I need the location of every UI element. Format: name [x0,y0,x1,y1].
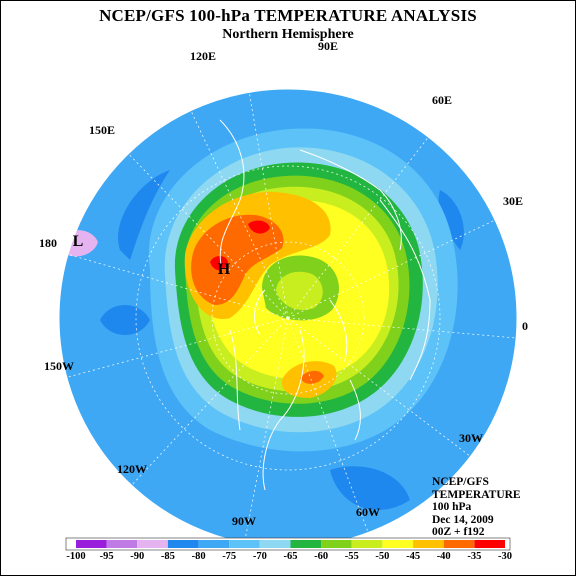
lon-label-150w: 150W [44,359,74,373]
colorbar-tick-label: -55 [344,551,359,562]
info-forecast: 00Z + f192 [432,526,485,538]
chart-title: NCEP/GFS 100-hPa TEMPERATURE ANALYSIS [99,6,477,25]
lon-label-30w: 30W [459,431,483,445]
colorbar-tick-label: -70 [252,551,267,562]
colorbar-swatch [198,540,230,548]
colorbar-tick-label: -45 [406,551,421,562]
colorbar [65,537,511,551]
colorbar-tick-label: -75 [222,551,237,562]
field-deep-blue-patches [100,170,464,510]
info-model: NCEP/GFS [432,476,489,488]
colorbar-swatch [229,540,260,548]
low-marker: L [73,233,84,250]
colorbar-tick-label: -40 [436,551,451,562]
lon-label-120w: 120W [117,462,147,476]
info-level: 100 hPa [432,501,472,513]
lon-label-60w: 60W [356,505,380,519]
colorbar-swatch [259,540,291,548]
info-date: Dec 14, 2009 [432,513,494,526]
graticule [59,90,517,541]
colorbar-swatch [137,540,168,548]
lon-label-60e: 60E [432,93,453,107]
colorbar-ticks: -100 -95 -90 -85 -80 -75 -70 -65 -60 -55 -50 -45 -40… [60,551,520,565]
colorbar-swatch [76,540,107,548]
field-lime-pole-core [276,271,323,310]
field-dark-orange [191,214,284,305]
colorbar-tick-label: -100 [66,551,86,562]
colorbar-swatch [106,540,138,548]
lon-label-90e: 90E [318,39,339,53]
colorbar-swatch [351,540,383,548]
colorbar-swatch [167,540,199,548]
info-block: NCEP/GFS TEMPERATURE 100 hPa Dec 14, 200… [432,476,521,539]
colorbar-swatch [413,540,444,548]
colorbar-tick-label: -50 [375,551,390,562]
coastlines [219,119,431,491]
colorbar-swatch [382,540,413,548]
lon-label-0: 0 [522,319,528,333]
field-red-core-2 [210,256,228,271]
colorbar-swatch [443,540,475,548]
colorbar-tick-label: -30 [498,551,512,562]
lon-label-30e: 30E [503,194,524,208]
lon-label-150e: 150E [89,123,116,137]
chart-subtitle: Northern Hemisphere [222,27,354,42]
field-red-core-1 [248,220,270,234]
colorbar-tick-label: -85 [160,551,175,562]
high-marker: H [218,261,231,278]
colorbar-swatch [290,540,322,548]
field-dark-orange-south [300,370,324,384]
lon-label-180: 180 [39,236,57,250]
colorbar-swatch [474,540,505,548]
colorbar-tick-label: -95 [99,551,114,562]
lon-label-120e: 120E [190,49,217,63]
colorbar-tick-label: -60 [314,551,329,562]
colorbar-tick-label: -90 [130,551,145,562]
colorbar-tick-label: -65 [283,551,298,562]
colorbar-tick-label: -80 [191,551,206,562]
temperature-field [59,89,517,547]
colorbar-tick-label: -35 [467,551,482,562]
info-variable: TEMPERATURE [432,488,521,501]
lon-label-90w: 90W [232,514,256,528]
colorbar-swatch [321,540,352,548]
